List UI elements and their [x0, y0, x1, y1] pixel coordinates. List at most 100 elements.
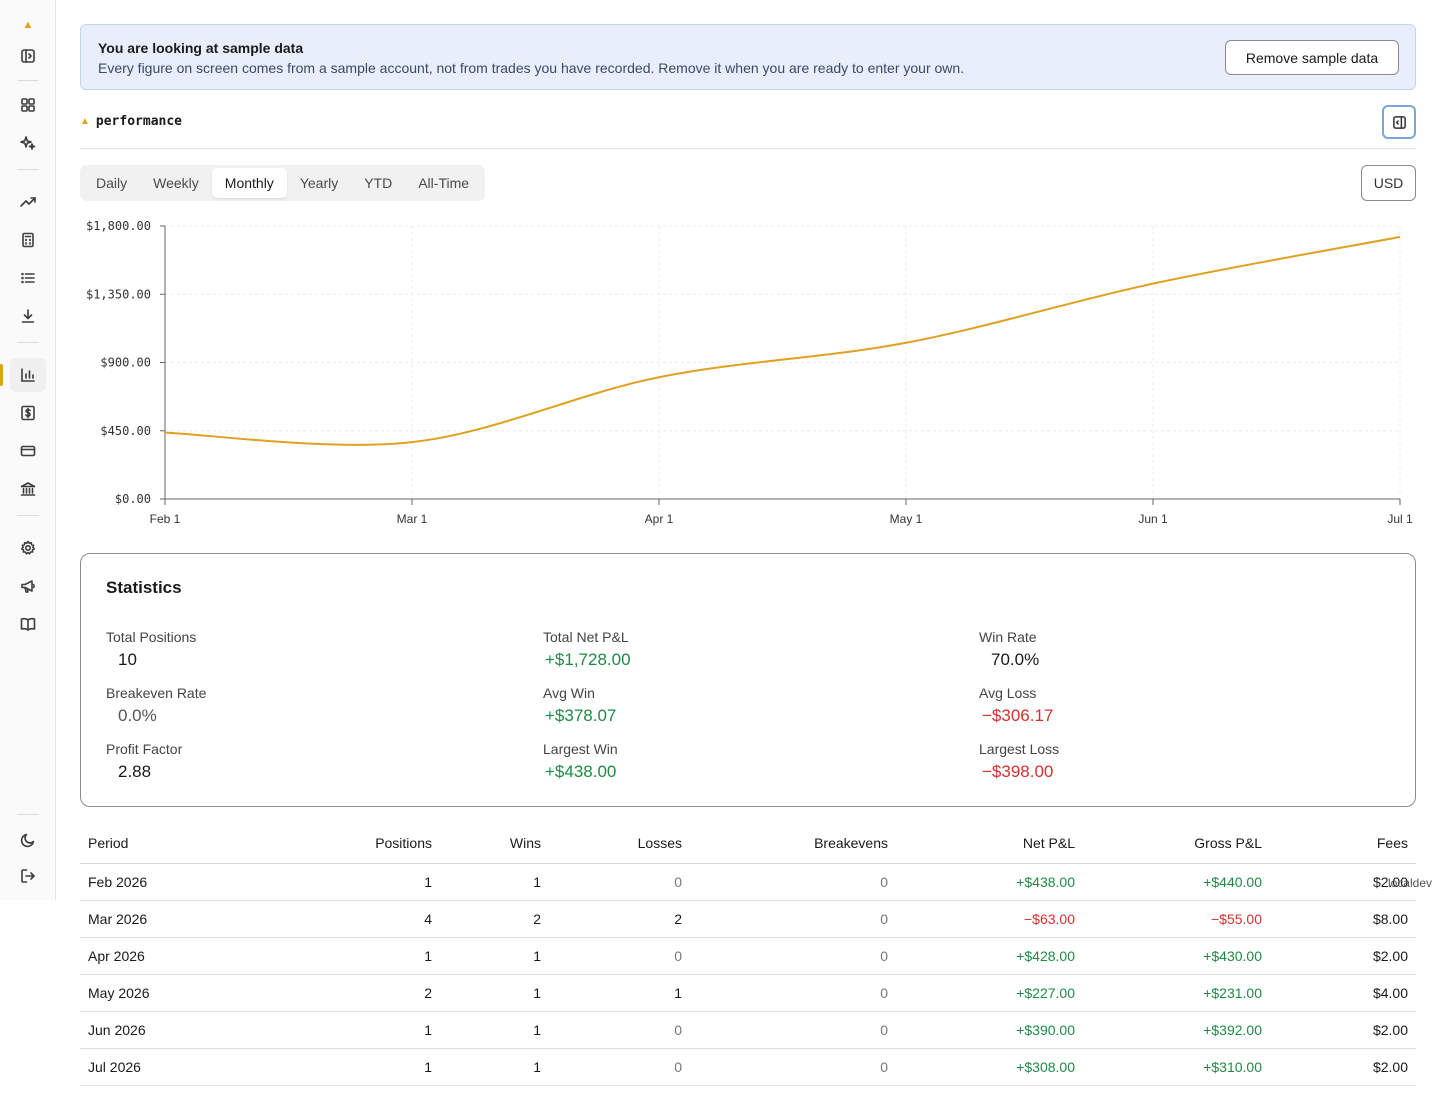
table-row[interactable]: Apr 2026 1 1 0 0 +$428.00 +$430.00 $2.00	[80, 937, 1416, 975]
y-tick-label: $900.00	[100, 356, 151, 370]
sidebar-item-docs[interactable]	[10, 607, 46, 641]
table-cell: 1	[440, 937, 549, 975]
table-row[interactable]: May 2026 2 1 1 0 +$227.00 +$231.00 $4.00	[80, 974, 1416, 1012]
megaphone-icon	[21, 580, 35, 593]
table-cell: +$440.00	[1083, 863, 1270, 901]
table-cell: 0	[690, 900, 896, 938]
remove-sample-data-button[interactable]: Remove sample data	[1225, 40, 1399, 75]
bank-icon	[20, 482, 36, 496]
sidebar-item-settings[interactable]	[10, 531, 46, 565]
sidebar-item-money[interactable]	[10, 396, 46, 430]
table-cell: +$392.00	[1083, 1011, 1270, 1049]
table-cell: +$308.00	[896, 1048, 1083, 1086]
stat-avg-win: Avg Win +$378.07	[543, 685, 943, 726]
currency-select[interactable]: USD	[1361, 165, 1416, 201]
table-row[interactable]: Feb 2026 1 1 0 0 +$438.00 +$440.00 $2.00	[80, 863, 1416, 901]
trend-up-icon	[20, 197, 36, 207]
stat-value: 10	[118, 650, 137, 669]
table-cell: $2.00	[1270, 1048, 1416, 1086]
stat-value: +$1,728.00	[545, 650, 631, 669]
table-cell: $8.00	[1270, 900, 1416, 938]
calculator-icon	[22, 232, 34, 248]
sidebar-item-logout[interactable]	[10, 859, 46, 893]
breadcrumb: ▲ performance	[80, 114, 182, 129]
x-tick-label: Mar 1	[397, 512, 428, 526]
sidebar-item-calculator[interactable]	[10, 223, 46, 257]
bar-chart-icon	[21, 368, 35, 382]
table-cell: −$63.00	[896, 900, 1083, 938]
column-header-wins[interactable]: Wins	[440, 823, 549, 864]
table-cell: 1	[440, 863, 549, 901]
column-header-fees[interactable]: Fees	[1270, 823, 1416, 864]
table-cell: +$231.00	[1083, 974, 1270, 1012]
book-icon	[20, 617, 36, 631]
table-cell: +$390.00	[896, 1011, 1083, 1049]
sidebar-item-bank[interactable]	[10, 472, 46, 506]
tab-yearly[interactable]: Yearly	[299, 175, 339, 191]
table-cell: 0	[549, 1011, 690, 1049]
toggle-panel-button[interactable]	[1382, 105, 1416, 139]
table-cell: 1	[440, 1011, 549, 1049]
sidebar-item-theme[interactable]	[10, 823, 46, 857]
download-icon	[21, 309, 35, 323]
table-cell: 4	[240, 900, 440, 938]
active-indicator	[0, 364, 3, 386]
table-cell: 0	[690, 974, 896, 1012]
table-cell: +$438.00	[896, 863, 1083, 901]
sidebar-item-performance[interactable]	[10, 358, 46, 392]
sidebar-item-dashboard[interactable]	[10, 88, 46, 122]
tab-weekly[interactable]: Weekly	[153, 175, 199, 191]
stat-label: Avg Loss	[979, 685, 1037, 701]
y-tick-label: $0.00	[115, 492, 151, 506]
sidebar-item-sidebar-toggle[interactable]	[10, 39, 46, 73]
statistics-card: Statistics Total Positions 10 Total Net P&…	[80, 553, 1416, 807]
table-cell: +$227.00	[896, 974, 1083, 1012]
sidebar-separator	[17, 80, 39, 81]
tab-daily[interactable]: Daily	[96, 175, 128, 191]
column-header-net-p-l[interactable]: Net P&L	[896, 823, 1083, 864]
x-tick-label: Jul 1	[1387, 512, 1413, 526]
stat-breakeven-rate: Breakeven Rate 0.0%	[106, 685, 506, 726]
table-cell: Apr 2026	[80, 937, 240, 975]
table-cell: Jul 2026	[80, 1048, 240, 1086]
tab-monthly[interactable]: Monthly	[211, 168, 287, 198]
table-row[interactable]: Mar 2026 4 2 2 0 −$63.00 −$55.00 $8.00	[80, 900, 1416, 938]
column-header-period[interactable]: Period	[80, 823, 240, 864]
stat-value: +$378.07	[545, 706, 617, 725]
table-cell: Feb 2026	[80, 863, 240, 901]
table-cell: 1	[240, 937, 440, 975]
stat-profit-factor: Profit Factor 2.88	[106, 741, 506, 782]
banner-title: You are looking at sample data	[98, 40, 304, 56]
table-cell: 0	[549, 1048, 690, 1086]
sidebar-item-insights[interactable]	[10, 126, 46, 160]
sidebar-item-trades-list[interactable]	[10, 261, 46, 295]
stat-label: Total Net P&L	[543, 629, 629, 645]
table-cell: $2.00	[1270, 863, 1416, 901]
x-tick-label: May 1	[890, 512, 923, 526]
table-cell: 2	[440, 900, 549, 938]
table-row[interactable]: Jun 2026 1 1 0 0 +$390.00 +$392.00 $2.00	[80, 1011, 1416, 1049]
sidebar-item-trends[interactable]	[10, 185, 46, 219]
sidebar-item-import[interactable]	[10, 299, 46, 333]
stat-label: Breakeven Rate	[106, 685, 207, 701]
sparkle-icon	[20, 136, 36, 150]
table-cell: +$430.00	[1083, 937, 1270, 975]
credit-card-icon	[20, 445, 36, 457]
sidebar-item-cards[interactable]	[10, 434, 46, 468]
column-header-gross-p-l[interactable]: Gross P&L	[1083, 823, 1270, 864]
table-cell: May 2026	[80, 974, 240, 1012]
table-cell: +$428.00	[896, 937, 1083, 975]
y-tick-label: $450.00	[100, 424, 151, 438]
column-header-losses[interactable]: Losses	[549, 823, 690, 864]
column-header-breakevens[interactable]: Breakevens	[690, 823, 896, 864]
table-row[interactable]: Jul 2026 1 1 0 0 +$308.00 +$310.00 $2.00	[80, 1048, 1416, 1086]
tab-all-time[interactable]: All-Time	[418, 175, 470, 191]
column-header-positions[interactable]: Positions	[240, 823, 440, 864]
sidebar-separator	[17, 169, 39, 170]
tab-ytd[interactable]: YTD	[364, 175, 393, 191]
x-tick-label: Jun 1	[1138, 512, 1168, 526]
table-cell: 0	[549, 863, 690, 901]
grid-icon	[21, 98, 35, 112]
sidebar-item-announcements[interactable]	[10, 569, 46, 603]
header-divider	[80, 148, 1416, 149]
